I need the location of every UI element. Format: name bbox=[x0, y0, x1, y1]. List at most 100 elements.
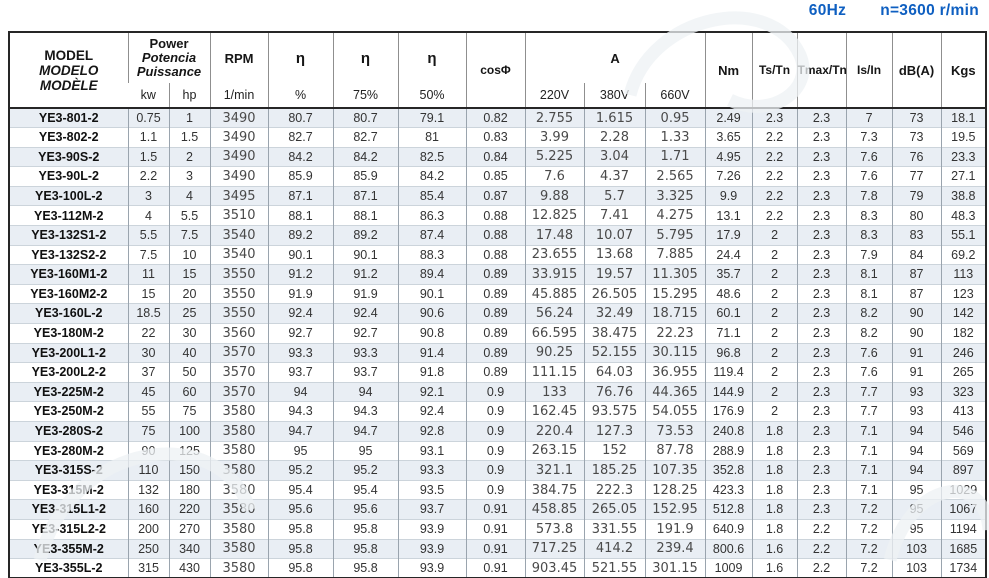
cell-eta-full: 89.2 bbox=[267, 225, 334, 246]
cell-kw: 3 bbox=[127, 185, 169, 206]
table-row: YE3-90S-2 1.5 2 3490 84.2 84.2 82.5 0.84 5.225 3.… bbox=[9, 146, 987, 167]
cell-db-a: 95 bbox=[891, 499, 942, 520]
cell-cos-phi: 0.9 bbox=[465, 440, 526, 461]
cell-hp: 7.5 bbox=[168, 225, 211, 246]
cell-cos-phi: 0.89 bbox=[465, 342, 526, 363]
cell-cos-phi: 0.82 bbox=[465, 107, 526, 128]
cell-cos-phi: 0.84 bbox=[465, 146, 526, 167]
table-row: YE3-160M1-2 11 15 3550 91.2 91.2 89.4 0.89 33.91… bbox=[9, 264, 987, 285]
cell-nm: 71.1 bbox=[704, 323, 753, 344]
cell-eta-50: 93.9 bbox=[397, 538, 467, 559]
cell-current-660v: 7.885 bbox=[644, 244, 706, 265]
cell-current-220v: 111.15 bbox=[524, 362, 585, 383]
cell-model: YE3-90S-2 bbox=[9, 146, 128, 167]
cell-tmax-tn: 2.3 bbox=[796, 244, 847, 265]
cell-eta-full: 95.2 bbox=[267, 460, 334, 481]
cell-hp: 1 bbox=[168, 107, 211, 128]
cell-cos-phi: 0.83 bbox=[465, 127, 526, 148]
cell-hp: 340 bbox=[168, 538, 211, 559]
cell-cos-phi: 0.91 bbox=[465, 538, 526, 559]
table-body: YE3-801-2 0.75 1 3490 80.7 80.7 79.1 0.82 2.755 1… bbox=[9, 107, 987, 578]
cell-eta-50: 92.8 bbox=[397, 421, 467, 442]
cell-is-in: 8.2 bbox=[845, 303, 893, 324]
cell-eta-75: 95.4 bbox=[332, 479, 399, 500]
cell-rpm: 3540 bbox=[209, 225, 269, 246]
cell-eta-75: 94.3 bbox=[332, 401, 399, 422]
cell-eta-full: 92.4 bbox=[267, 303, 334, 324]
cell-tmax-tn: 2.3 bbox=[796, 205, 847, 226]
cell-db-a: 77 bbox=[891, 166, 942, 187]
cell-current-220v: 56.24 bbox=[524, 303, 585, 324]
cell-current-380v: 265.05 bbox=[583, 499, 646, 520]
col-header-nm: Nm bbox=[704, 32, 753, 108]
cell-kgs: 1029 bbox=[940, 479, 987, 500]
cell-current-380v: 32.49 bbox=[583, 303, 646, 324]
table-row: YE3-225M-2 45 60 3570 94 94 92.1 0.9 133 76.76 44.… bbox=[9, 381, 987, 402]
cell-hp: 30 bbox=[168, 323, 211, 344]
cell-eta-75: 95.8 bbox=[332, 518, 399, 540]
cell-tmax-tn: 2.3 bbox=[796, 479, 847, 500]
cell-db-a: 103 bbox=[891, 538, 942, 559]
cell-ts-tn: 2 bbox=[751, 225, 798, 246]
cell-kgs: 182 bbox=[940, 323, 987, 344]
col-header-eta-75: η 75% bbox=[332, 32, 399, 108]
cell-ts-tn: 2 bbox=[751, 342, 798, 363]
cell-current-660v: 2.565 bbox=[644, 166, 706, 187]
cell-is-in: 8.2 bbox=[845, 323, 893, 344]
cell-is-in: 7.6 bbox=[845, 166, 893, 187]
cell-is-in: 7.8 bbox=[845, 185, 893, 206]
cell-eta-50: 86.3 bbox=[397, 205, 467, 226]
cell-current-660v: 4.275 bbox=[644, 205, 706, 226]
cell-rpm: 3580 bbox=[209, 499, 269, 520]
cell-ts-tn: 2 bbox=[751, 283, 798, 304]
cell-kgs: 113 bbox=[940, 264, 987, 285]
cell-hp: 100 bbox=[168, 421, 211, 442]
table-row: YE3-315M-2 132 180 3580 95.4 95.4 93.5 0.9 384.7… bbox=[9, 479, 987, 500]
cell-ts-tn: 2 bbox=[751, 381, 798, 402]
table-row: YE3-90L-2 2.2 3 3490 85.9 85.9 84.2 0.85 7.6 4.37… bbox=[9, 166, 987, 187]
table-row: YE3-355M-2 250 340 3580 95.8 95.8 93.9 0.91 717.… bbox=[9, 538, 987, 559]
cell-current-380v: 2.28 bbox=[583, 127, 646, 148]
cell-tmax-tn: 2.3 bbox=[796, 146, 847, 167]
cell-current-380v: 38.475 bbox=[583, 323, 646, 344]
col-header-ts-tn: Ts/Tn bbox=[751, 32, 798, 108]
cell-nm: 288.9 bbox=[704, 440, 753, 461]
col-header-tmax-tn: Tmax/Tn bbox=[796, 32, 847, 108]
cell-is-in: 7.1 bbox=[845, 479, 893, 500]
cell-eta-50: 79.1 bbox=[397, 107, 467, 128]
cell-eta-75: 90.1 bbox=[332, 244, 399, 265]
cell-tmax-tn: 2.3 bbox=[796, 421, 847, 442]
cell-hp: 40 bbox=[168, 342, 211, 363]
cell-ts-tn: 1.8 bbox=[751, 440, 798, 461]
cell-eta-full: 95.8 bbox=[267, 538, 334, 559]
cell-eta-full: 94 bbox=[267, 381, 334, 402]
cell-model: YE3-315L1-2 bbox=[9, 499, 128, 520]
cell-nm: 17.9 bbox=[704, 225, 753, 246]
cell-nm: 352.8 bbox=[704, 460, 753, 481]
cell-current-380v: 185.25 bbox=[583, 460, 646, 481]
cell-kgs: 19.5 bbox=[940, 127, 987, 148]
cell-rpm: 3570 bbox=[209, 362, 269, 383]
cell-is-in: 7.2 bbox=[845, 499, 893, 520]
cell-cos-phi: 0.91 bbox=[465, 558, 526, 578]
cell-is-in: 7 bbox=[845, 107, 893, 128]
cell-ts-tn: 1.8 bbox=[751, 479, 798, 500]
cell-current-220v: 717.25 bbox=[524, 538, 585, 559]
cell-is-in: 8.1 bbox=[845, 283, 893, 304]
cell-current-660v: 15.295 bbox=[644, 283, 706, 304]
cell-ts-tn: 1.8 bbox=[751, 499, 798, 520]
cell-current-660v: 18.715 bbox=[644, 303, 706, 324]
cell-is-in: 7.1 bbox=[845, 460, 893, 481]
col-header-cos-phi: cosΦ bbox=[465, 32, 526, 108]
cell-is-in: 7.1 bbox=[845, 440, 893, 461]
cell-current-660v: 5.795 bbox=[644, 225, 706, 246]
cell-cos-phi: 0.89 bbox=[465, 303, 526, 324]
cell-kw: 1.5 bbox=[127, 146, 169, 167]
cell-cos-phi: 0.88 bbox=[465, 244, 526, 265]
subheader-hp: hp bbox=[168, 83, 211, 108]
table-row: YE3-315L1-2 160 220 3580 95.6 95.6 93.7 0.91 458… bbox=[9, 499, 987, 520]
cell-hp: 3 bbox=[168, 166, 211, 187]
cell-eta-50: 93.3 bbox=[397, 460, 467, 481]
cell-eta-full: 82.7 bbox=[267, 127, 334, 148]
